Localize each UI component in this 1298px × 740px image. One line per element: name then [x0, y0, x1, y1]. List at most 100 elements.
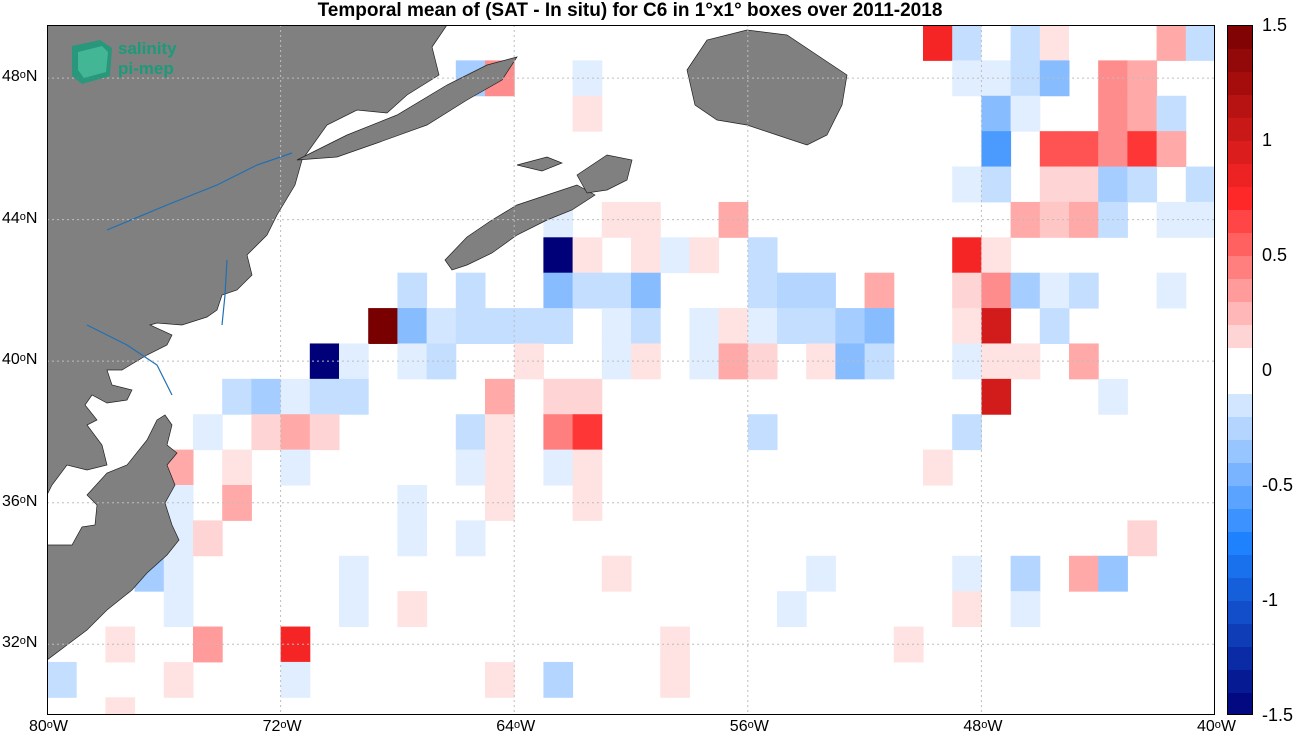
heatmap-cell: [835, 308, 866, 344]
heatmap-cell: [280, 414, 311, 451]
heatmap-cell: [485, 449, 515, 486]
heatmap-cell: [397, 591, 428, 628]
lon-tick-label: 48oW: [963, 718, 1003, 735]
colorbar-segment: [1228, 532, 1252, 556]
salinity-pi-mep-logo: [70, 38, 120, 93]
heatmap-cell: [368, 308, 398, 344]
map-plot-area[interactable]: [47, 25, 1215, 715]
heatmap-cell: [981, 343, 1012, 380]
heatmap-cell: [455, 520, 486, 557]
heatmap-cell: [280, 626, 311, 663]
colorbar-tick-label: 0.5: [1262, 245, 1288, 265]
colorbar-segment: [1228, 509, 1252, 533]
north-america-coast: [47, 25, 448, 661]
heatmap-cell: [193, 520, 223, 557]
heatmap-cells: [47, 25, 1215, 715]
heatmap-cell: [981, 378, 1012, 415]
heatmap-cell: [952, 272, 982, 309]
colorbar-segment: [1228, 348, 1252, 372]
colorbar: [1227, 25, 1253, 715]
heatmap-cell: [397, 308, 428, 344]
heatmap-cell: [105, 697, 136, 715]
heatmap-cell: [1039, 166, 1070, 203]
gaspe-peninsula: [296, 56, 518, 161]
heatmap-cell: [543, 308, 574, 344]
heatmap-cell: [1156, 272, 1187, 309]
heatmap-cell: [923, 449, 953, 486]
heatmap-cell: [1156, 131, 1187, 168]
map-svg: [47, 25, 1215, 715]
heatmap-cell: [280, 449, 311, 486]
heatmap-cell: [572, 378, 603, 415]
heatmap-cell: [543, 661, 574, 698]
heatmap-cell: [1069, 166, 1099, 203]
heatmap-cell: [572, 414, 603, 451]
hudson-river: [221, 259, 228, 326]
heatmap-cell: [1010, 60, 1041, 97]
heatmap-cell: [309, 378, 340, 415]
heatmap-cell: [1069, 25, 1099, 61]
pei-island: [516, 156, 563, 172]
colorbar-segment: [1228, 256, 1252, 280]
heatmap-cell: [1010, 25, 1041, 61]
heatmap-cell: [397, 520, 428, 557]
heatmap-cell: [309, 343, 340, 380]
heatmap-cell: [280, 378, 311, 415]
heatmap-cell: [952, 414, 982, 451]
heatmap-cell: [1098, 131, 1128, 168]
colorbar-segment: [1228, 486, 1252, 510]
heatmap-cell: [572, 237, 603, 274]
lat-tick-label: 48oN: [2, 68, 38, 86]
colorbar-tick-label: 1.5: [1262, 15, 1288, 35]
colorbar-segment: [1228, 578, 1252, 602]
graticule: [47, 25, 1215, 715]
colorbar-segment: [1228, 624, 1252, 648]
heatmap-cell: [1127, 166, 1158, 203]
heatmap-cell: [309, 414, 340, 451]
heatmap-cell: [601, 343, 632, 380]
heatmap-cell: [426, 343, 457, 380]
heatmap-cell: [543, 237, 574, 274]
heatmap-cell: [1185, 166, 1215, 203]
heatmap-cell: [777, 308, 807, 344]
heatmap-cell: [543, 272, 574, 309]
heatmap-cell: [1010, 95, 1041, 132]
colorbar-tick-label: -0.5: [1262, 475, 1294, 495]
heatmap-cell: [806, 272, 836, 309]
heatmap-cell: [163, 555, 194, 592]
heatmap-cell: [981, 25, 1012, 61]
heatmap-cell: [660, 626, 690, 663]
heatmap-cell: [952, 308, 982, 344]
heatmap-cell: [1098, 25, 1128, 61]
heatmap-cell: [1156, 201, 1187, 238]
heatmap-cell: [689, 308, 720, 344]
heatmap-cell: [835, 343, 866, 380]
heatmap-cell: [631, 272, 661, 309]
colorbar-segment: [1228, 118, 1252, 142]
heatmap-cell: [280, 661, 311, 698]
heatmap-cell: [251, 414, 282, 451]
heatmap-cell: [1010, 555, 1041, 592]
heatmap-cell: [777, 591, 807, 628]
colorbar-segment: [1228, 601, 1252, 625]
heatmap-cell: [660, 661, 690, 698]
heatmap-cell: [660, 237, 690, 274]
colorbar-segment: [1228, 95, 1252, 119]
heatmap-cell: [1127, 25, 1158, 61]
heatmap-cell: [952, 166, 982, 203]
heatmap-cell: [1185, 201, 1215, 238]
heatmap-cell: [1098, 95, 1128, 132]
heatmap-cell: [1127, 95, 1158, 132]
heatmap-cell: [864, 272, 895, 309]
heatmap-cell: [105, 626, 136, 663]
heatmap-cell: [485, 485, 515, 521]
heatmap-cell: [1156, 25, 1187, 61]
heatmap-cell: [1127, 131, 1158, 168]
colorbar-segment: [1228, 164, 1252, 188]
heatmap-cell: [1039, 308, 1070, 344]
heatmap-cell: [1010, 272, 1041, 309]
colorbar-segment: [1228, 302, 1252, 326]
heatmap-cell: [163, 591, 194, 628]
heatmap-cell: [1010, 591, 1041, 628]
heatmap-cell: [1098, 378, 1128, 415]
